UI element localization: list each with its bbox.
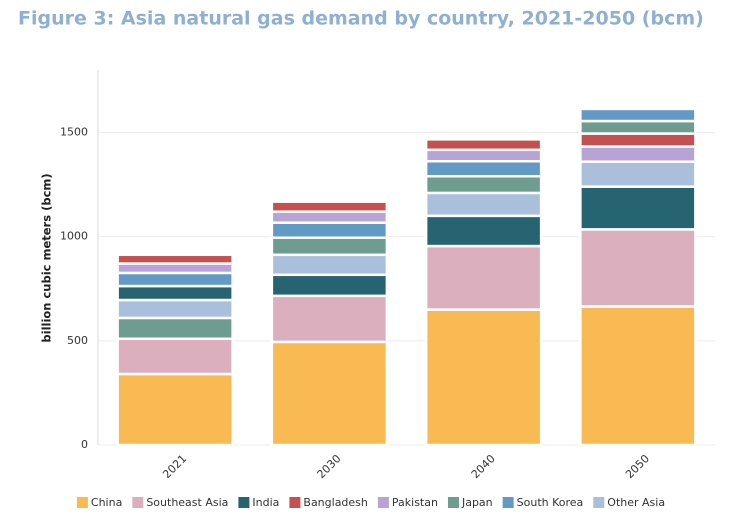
legend-label: Other Asia: [607, 496, 665, 509]
legend-swatch: [377, 497, 389, 508]
legend-label: Southeast Asia: [146, 496, 228, 509]
legend-swatch: [447, 497, 459, 508]
y-tick-label: 1000: [60, 230, 88, 243]
x-tick-label: 2040: [469, 452, 498, 481]
y-tick-label: 1500: [60, 126, 88, 139]
legend-label: South Korea: [517, 496, 584, 509]
bar-segment: [424, 214, 543, 248]
legend-swatch: [502, 497, 514, 508]
bar-segment: [424, 191, 543, 218]
bar-segment: [270, 200, 389, 213]
legend: China Southeast Asia India Bangladesh Pakist…: [76, 496, 665, 509]
bar-segment: [270, 221, 389, 239]
legend-label: China: [91, 496, 122, 509]
bar-segment: [579, 145, 697, 163]
bar-segment: [579, 305, 697, 447]
legend-swatch: [132, 497, 144, 508]
legend-swatch: [76, 497, 88, 508]
bar-segment: [424, 175, 543, 195]
x-tick-label: 2021: [160, 452, 189, 481]
bar-segment: [270, 253, 389, 277]
legend-swatch: [593, 497, 605, 508]
bar-segment: [270, 294, 389, 344]
bar-segment: [116, 271, 234, 288]
y-tick-label: 500: [67, 334, 88, 347]
legend-swatch: [289, 497, 301, 508]
bar-segment: [579, 119, 697, 135]
bar-segment: [424, 308, 543, 447]
bar-segment: [116, 372, 234, 447]
legend-label: Japan: [461, 496, 493, 509]
y-tick-label: 0: [81, 438, 88, 451]
chart-title: Figure 3: Asia natural gas demand by cou…: [18, 8, 704, 30]
bar-segment: [424, 138, 543, 152]
bar-segment: [424, 244, 543, 311]
bar-segment: [116, 262, 234, 275]
bar-segment: [424, 160, 543, 178]
legend-label: Pakistan: [392, 496, 438, 509]
x-tick-label: 2030: [315, 452, 344, 481]
bar-segment: [579, 132, 697, 148]
bar-segment: [579, 228, 697, 308]
bar-segment: [116, 337, 234, 376]
legend-label: Bangladesh: [303, 496, 368, 509]
bar-segment: [579, 160, 697, 188]
bar-segment: [579, 185, 697, 231]
bar-segment: [270, 236, 389, 257]
bar-segment: [116, 316, 234, 340]
bar-segment: [270, 210, 389, 224]
bar-segment: [116, 298, 234, 320]
legend-swatch: [238, 497, 250, 508]
bar-segment: [270, 273, 389, 298]
x-tick-label: 2050: [623, 452, 652, 481]
bar-segment: [579, 107, 697, 123]
bar-segment: [424, 148, 543, 163]
bar-segment: [116, 253, 234, 265]
y-axis-label: billion cubic meters (bcm): [40, 173, 54, 342]
bar-segment: [116, 284, 234, 302]
bar-segment: [270, 340, 389, 447]
legend-label: India: [252, 496, 279, 509]
